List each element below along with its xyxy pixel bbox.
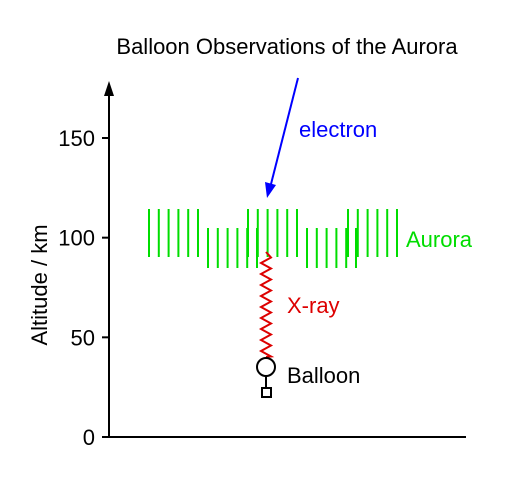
electron-arrow: [265, 77, 299, 198]
xray-label: X-ray: [287, 293, 340, 318]
y-ticks: 0 50 100 150: [58, 126, 109, 450]
axes: [104, 81, 466, 438]
y-axis-label: Altitude / km: [27, 224, 52, 345]
y-tick-label: 100: [58, 226, 95, 251]
balloon-envelope: [256, 357, 276, 377]
balloon: [256, 357, 276, 398]
y-axis-arrowhead: [104, 81, 114, 96]
balloon-payload: [261, 387, 272, 398]
electron-arrowhead: [265, 182, 276, 198]
y-tick-label: 150: [58, 126, 95, 151]
xray-wave: [258, 251, 275, 358]
aurora-bars: [148, 209, 398, 268]
aurora-label: Aurora: [406, 227, 473, 252]
electron-label: electron: [299, 117, 377, 142]
balloon-label: Balloon: [287, 363, 360, 388]
electron-arrow-shaft: [269, 77, 299, 189]
y-tick-label: 0: [83, 425, 95, 450]
diagram-title: Balloon Observations of the Aurora: [116, 34, 458, 59]
y-tick-label: 50: [71, 325, 95, 350]
